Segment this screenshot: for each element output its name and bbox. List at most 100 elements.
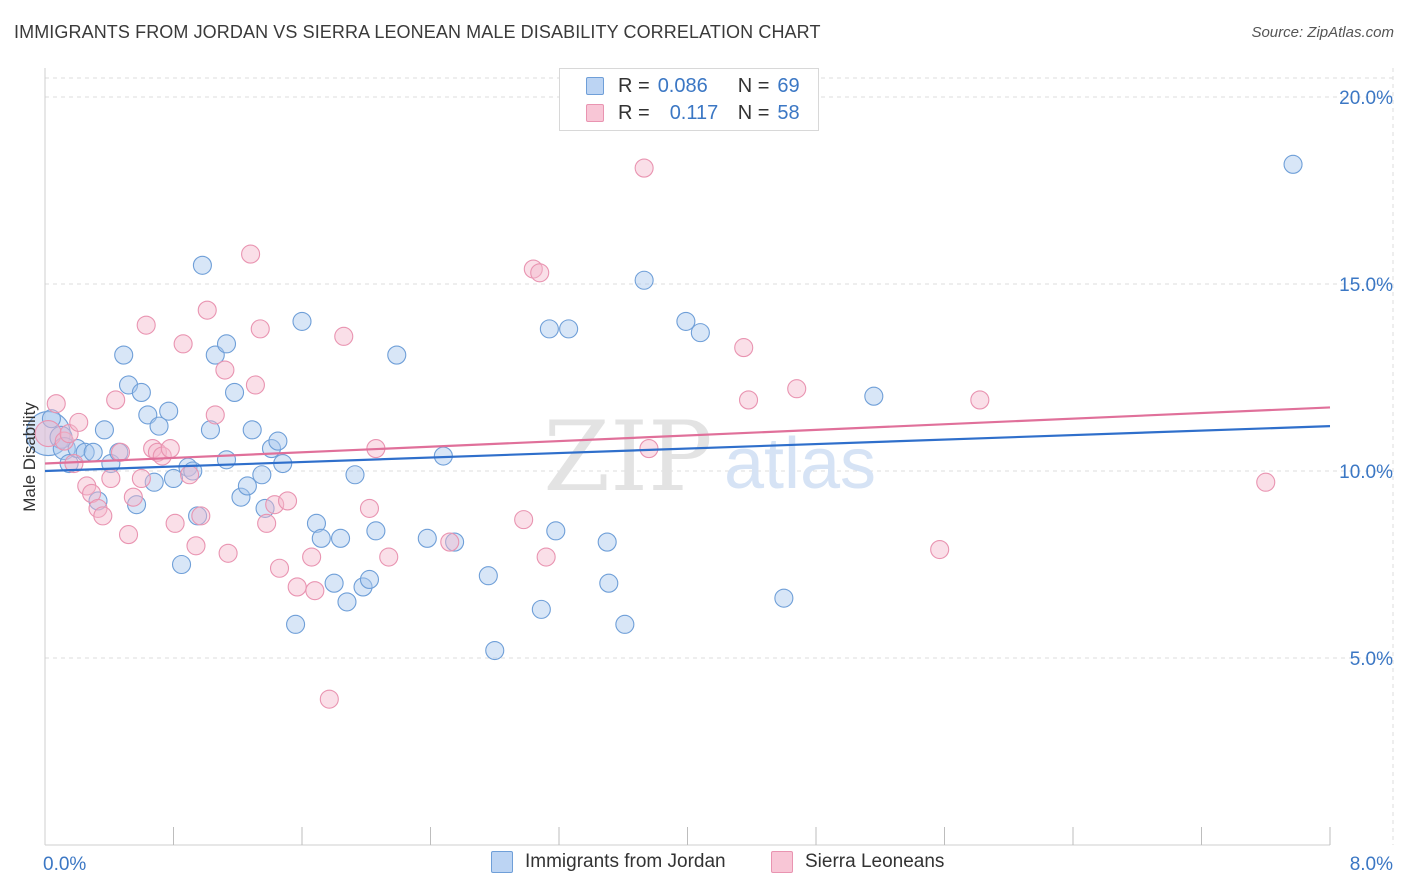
blue-data-point	[366, 521, 386, 541]
blue-data-point	[485, 640, 505, 661]
pink-data-point	[269, 558, 290, 578]
x-tick-label: 0.0%	[43, 854, 86, 875]
blue-data-point	[216, 334, 237, 354]
legend-n-value: 69	[777, 74, 800, 97]
blue-data-point	[200, 420, 220, 440]
blue-data-point	[163, 468, 184, 489]
legend-swatch-blue	[491, 851, 513, 873]
legend-r-value: 0.117	[669, 101, 719, 124]
blue-data-point	[231, 487, 251, 507]
legend-r-label: R =	[618, 101, 650, 124]
pink-data-point	[634, 158, 654, 178]
blue-data-point	[445, 532, 465, 552]
pink-data-point	[197, 300, 217, 320]
pink-data-point	[334, 326, 354, 346]
blue-data-point	[83, 442, 103, 462]
blue-data-point	[539, 319, 559, 339]
y-axis-label: Male Disability	[20, 402, 39, 512]
pink-data-point	[738, 390, 759, 410]
blue-data-point	[690, 323, 710, 343]
pink-data-point	[440, 532, 460, 552]
pink-data-point	[101, 468, 121, 489]
pink-data-point	[136, 315, 156, 335]
blue-data-point	[634, 270, 654, 290]
legend-label-sierra: Sierra Leoneans	[805, 851, 945, 872]
pink-data-point	[241, 244, 261, 264]
stats-legend: R = 0.086 N = 69 R = 0.117 N = 58	[559, 68, 819, 131]
blue-data-point	[252, 465, 272, 485]
legend-n-label: N =	[737, 74, 770, 97]
blue-data-point	[615, 614, 635, 634]
pink-data-point	[205, 405, 225, 425]
pink-data-point	[250, 319, 270, 339]
pink-data-point	[123, 487, 143, 507]
legend-n-label: N =	[737, 101, 770, 124]
blue-data-point	[94, 420, 114, 440]
blue-data-point	[237, 476, 257, 496]
blue-data-point	[144, 472, 164, 492]
pink-data-point	[319, 689, 339, 709]
pink-data-point	[46, 394, 66, 414]
blue-data-point	[192, 255, 212, 275]
blue-data-point	[330, 528, 351, 548]
legend-swatch-blue	[586, 77, 604, 95]
pink-data-point	[34, 420, 62, 448]
pink-data-point	[69, 412, 89, 432]
blue-data-point	[599, 573, 619, 593]
pink-data-point	[180, 465, 200, 485]
pink-data-point	[257, 513, 277, 533]
pink-data-point	[106, 390, 126, 410]
blue-data-point	[324, 573, 344, 593]
blue-data-point	[387, 345, 407, 365]
legend-swatch-pink	[771, 851, 793, 873]
blue-data-point	[864, 386, 884, 406]
source-credit: Source: ZipAtlas.com	[1251, 24, 1394, 41]
pink-data-point	[110, 442, 131, 462]
blue-data-point	[306, 513, 327, 533]
blue-data-point	[268, 431, 288, 451]
pink-data-point	[287, 577, 307, 597]
pink-data-point	[970, 390, 990, 410]
blue-data-point	[676, 311, 696, 331]
watermark-zip: ZIP	[543, 401, 712, 513]
blue-data-point	[171, 554, 192, 575]
pink-data-point	[514, 510, 534, 530]
watermark-atlas: atlas	[724, 424, 876, 504]
pink-data-point	[359, 498, 380, 518]
blue-data-point	[159, 401, 179, 421]
blue-data-point	[337, 592, 357, 612]
pink-data-point	[379, 547, 399, 567]
blue-data-point	[353, 577, 373, 597]
blue-data-point	[774, 588, 794, 608]
pink-data-point	[536, 547, 556, 567]
pink-data-point	[165, 513, 185, 533]
pink-data-point	[265, 495, 285, 515]
blue-data-point	[114, 345, 134, 365]
blue-data-point	[478, 566, 498, 586]
blue-data-point	[311, 528, 331, 548]
blue-data-point	[255, 498, 275, 518]
legend-item-jordan: Immigrants from Jordan	[491, 851, 726, 873]
legend-row-jordan: R = 0.086 N = 69	[586, 74, 800, 98]
blue-data-point	[559, 319, 579, 339]
blue-data-point	[597, 532, 617, 552]
pink-data-point	[930, 539, 950, 560]
pink-data-point	[191, 506, 211, 526]
pink-data-point	[639, 439, 659, 459]
pink-data-point	[305, 581, 325, 601]
blue-data-point	[546, 521, 566, 541]
chart-title: IMMIGRANTS FROM JORDAN VS SIERRA LEONEAN…	[14, 22, 821, 42]
blue-data-point	[286, 614, 306, 634]
pink-trend-line	[44, 406, 1331, 465]
pink-data-point	[302, 547, 322, 567]
pink-data-point	[523, 259, 543, 279]
pink-data-point	[787, 379, 807, 399]
pink-data-point	[530, 263, 550, 283]
pink-data-point	[152, 446, 172, 466]
pink-data-point	[173, 334, 193, 354]
blue-data-point	[417, 528, 437, 548]
blue-data-point	[345, 465, 365, 485]
blue-data-point	[292, 311, 312, 331]
pink-data-point	[186, 536, 206, 556]
